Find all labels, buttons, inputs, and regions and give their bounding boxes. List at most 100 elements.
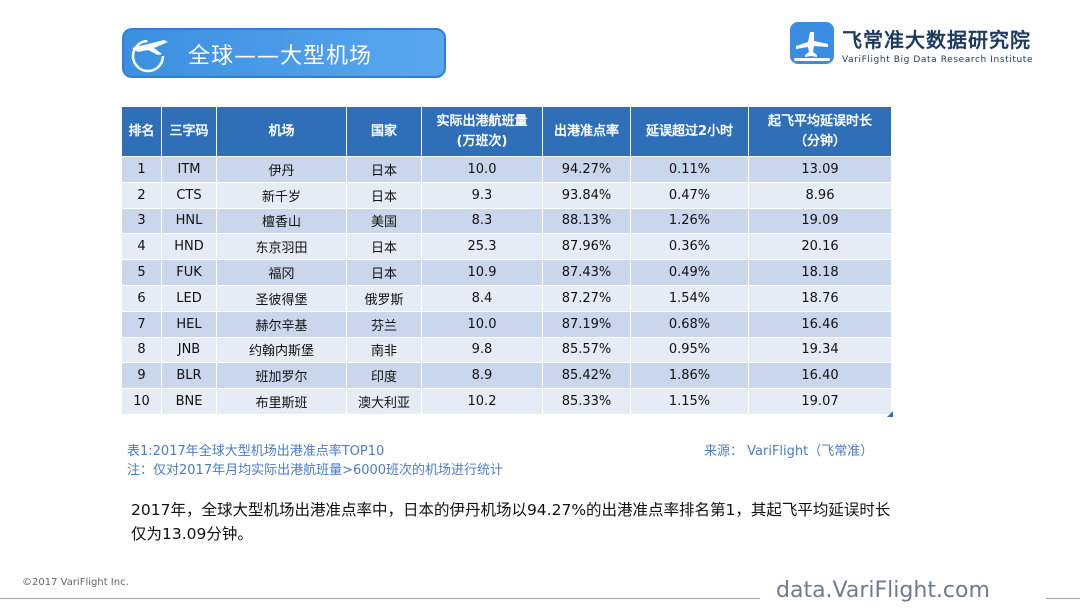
table-cell: 10.0 [421,156,543,183]
website-url: data.VariFlight.com [776,578,990,603]
table-cell: 8.9 [421,362,543,390]
table-row: 10 BNE 布里斯班 澳大利亚 10.2 85.33% 1.15% 19.07 [121,388,892,415]
table-cell: 8.4 [421,284,543,312]
table-row: 3 HNL 檀香山 美国 8.3 88.13% 1.26% 19.09 [121,207,892,235]
table-header-row: 排名 三字码 机场 国家 实际出港航班量 (万班次) 出港准点率 延误超过2小时 起飞平均延误时… [121,106,892,157]
table-row: 7 HEL 赫尔辛基 芬兰 10.0 87.19% 0.68% 16.46 [121,310,892,338]
table-cell: 5 [121,259,162,286]
table-cell: 0.11% [630,156,749,183]
brand: 飞常准大数据研究院 VariFlight Big Data Research I… [790,22,1050,72]
table-cell: 约翰内斯堡 [216,336,347,364]
column-header: 实际出港航班量 (万班次) [421,106,543,157]
table-cell: HND [161,233,217,261]
table-row: 5 FUK 福冈 日本 10.9 87.43% 0.49% 18.18 [121,259,892,286]
table-cell: 20.16 [748,233,892,261]
table-cell: 8.3 [421,207,543,235]
table-cell: 圣彼得堡 [216,284,347,312]
column-header: 起飞平均延误时长 （分钟） [748,106,892,157]
table-cell: 俄罗斯 [346,284,422,312]
table-cell: CTS [161,181,217,209]
table-cell: 87.27% [542,284,631,312]
table-cell: 8.96 [748,181,892,209]
table-cell: 2 [121,181,162,209]
table-cell: 班加罗尔 [216,362,347,390]
table-cell: 13.09 [748,156,892,183]
column-header: 排名 [121,106,162,157]
table-cell: 10.2 [421,388,543,415]
table-cell: 25.3 [421,233,543,261]
table-cell: 日本 [346,233,422,261]
table-cell: 布里斯班 [216,388,347,415]
table-cell: 福冈 [216,259,347,286]
table-cell: 3 [121,207,162,235]
column-header: 机场 [216,106,347,157]
table-cell: 18.18 [748,259,892,286]
table-cell: 87.96% [542,233,631,261]
table-cell: BNE [161,388,217,415]
data-source: 来源： VariFlight（飞常准） [704,444,874,459]
table-cell: 日本 [346,156,422,183]
table-cell: 19.07 [748,388,892,415]
table-cell: 0.36% [630,233,749,261]
table-cell: 93.84% [542,181,631,209]
table-cell: 94.27% [542,156,631,183]
table-cell: 日本 [346,259,422,286]
table-cell: 0.68% [630,310,749,338]
brand-name: 飞常准大数据研究院 [842,28,1031,52]
table-cell: 16.40 [748,362,892,390]
table-cell: 88.13% [542,207,631,235]
table-cell: 日本 [346,181,422,209]
table-cell: 1.15% [630,388,749,415]
table-body: 1 ITM 伊丹 日本 10.0 94.27% 0.11% 13.09 2 CTS 新千岁 日本 9.3… [121,156,892,415]
plane-orbit-icon [124,30,182,76]
table-cell: LED [161,284,217,312]
table-cell: 85.33% [542,388,631,415]
table-cell: ITM [161,156,217,183]
table-cell: 1 [121,156,162,183]
table-cell: 9 [121,362,162,390]
table-cell: 9.8 [421,336,543,364]
table-row: 6 LED 圣彼得堡 俄罗斯 8.4 87.27% 1.54% 18.76 [121,284,892,312]
table-cell: 85.42% [542,362,631,390]
table-cell: 87.43% [542,259,631,286]
table-cell: 伊丹 [216,156,347,183]
table-cell: 7 [121,310,162,338]
column-header: 三字码 [161,106,217,157]
table-cell: 4 [121,233,162,261]
table-note: 注：仅对2017年月均实际出港航班量>6000班次的机场进行统计 [127,463,504,478]
copyright-text: ©2017 VariFlight Inc. [22,577,129,588]
table-cell: 新千岁 [216,181,347,209]
ranking-table: 排名 三字码 机场 国家 实际出港航班量 (万班次) 出港准点率 延误超过2小时 起飞平均延误时… [121,106,893,417]
table-cell: 印度 [346,362,422,390]
table-cell: 1.26% [630,207,749,235]
table-cell: 1.54% [630,284,749,312]
table-row: 9 BLR 班加罗尔 印度 8.9 85.42% 1.86% 16.40 [121,362,892,390]
table-cell: 芬兰 [346,310,422,338]
brand-subtitle: VariFlight Big Data Research Institute [842,55,1034,65]
table-row: 2 CTS 新千岁 日本 9.3 93.84% 0.47% 8.96 [121,181,892,209]
table-cell: 9.3 [421,181,543,209]
table-cell: 10 [121,388,162,415]
table-cell: 美国 [346,207,422,235]
table-cell: 南非 [346,336,422,364]
table-cell: 8 [121,336,162,364]
table-cell: JNB [161,336,217,364]
table-row: 4 HND 东京羽田 日本 25.3 87.96% 0.36% 20.16 [121,233,892,261]
column-header: 延误超过2小时 [630,106,749,157]
column-header: 国家 [346,106,422,157]
table-cell: 东京羽田 [216,233,347,261]
table-cell: BLR [161,362,217,390]
table-cell: 87.19% [542,310,631,338]
table-cell: 澳大利亚 [346,388,422,415]
table-cell: 19.09 [748,207,892,235]
table-caption: 表1:2017年全球大型机场出港准点率TOP10 [127,444,385,459]
table-cell: 0.47% [630,181,749,209]
summary-text: 2017年，全球大型机场出港准点率中，日本的伊丹机场以94.27%的出港准点率排… [131,501,891,543]
table-row: 8 JNB 约翰内斯堡 南非 9.8 85.57% 0.95% 19.34 [121,336,892,364]
table-cell: 檀香山 [216,207,347,235]
table-cell: 10.9 [421,259,543,286]
column-header: 出港准点率 [542,106,631,157]
table-row: 1 ITM 伊丹 日本 10.0 94.27% 0.11% 13.09 [121,156,892,183]
footer-divider-right [1046,598,1080,599]
footer-divider-left [0,598,760,599]
